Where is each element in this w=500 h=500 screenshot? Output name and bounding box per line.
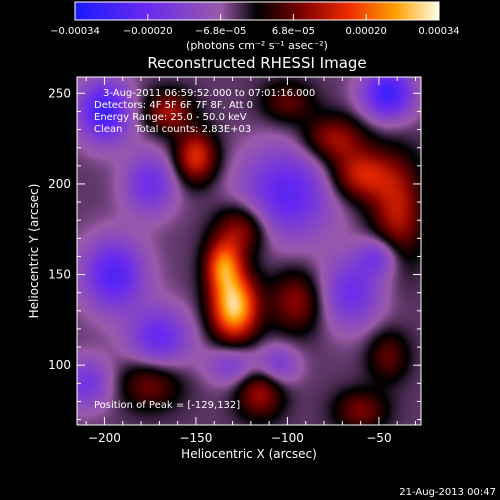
y-tick-label: 200	[48, 177, 71, 191]
x-tick-label: −200	[88, 431, 121, 445]
x-axis-label: Heliocentric X (arcsec)	[181, 447, 317, 461]
y-tick-label: 150	[48, 268, 71, 282]
colorbar-tick-label: −0.00020	[123, 26, 173, 37]
colorbar-tick-label: −0.00034	[50, 26, 100, 37]
colorbar-gradient	[74, 1, 440, 21]
chart-title: Reconstructed RHESSI Image	[147, 54, 366, 72]
heatmap-image	[77, 77, 421, 425]
y-tick-label: 100	[48, 358, 71, 372]
colorbar-unit-label: (photons cm⁻² s⁻¹ asec⁻²)	[186, 39, 328, 52]
x-tick-label: −50	[366, 431, 391, 445]
annotation-detectors: Detectors: 4F 5F 6F 7F 8F, Att 0	[94, 100, 253, 111]
plot-area: −200 −150 −100 −50 100 150 200 250	[48, 76, 422, 445]
colorbar-tick-label: 0.00034	[418, 26, 459, 37]
colorbar-tick-label: 6.8e−05	[272, 26, 315, 37]
annotation-energy-range: Energy Range: 25.0 - 50.0 keV	[94, 112, 247, 123]
x-tick-label: −150	[179, 431, 212, 445]
colorbar-ticks: −0.00034 −0.00020 −6.8e−05 6.8e−05 0.00020 0.…	[50, 14, 460, 37]
plot-frame	[76, 76, 422, 426]
colorbar-tick-label: 0.00020	[346, 26, 387, 37]
annotation-clean: Clean Total counts: 2.83E+03	[94, 124, 251, 135]
annotation-time-range: 3-Aug-2011 06:59:52.000 to 07:01:16.000	[103, 88, 315, 99]
annotation-peak: Position of Peak = [-129,132]	[94, 400, 240, 411]
axis-ticks: −200 −150 −100 −50 100 150 200 250	[48, 77, 421, 445]
footer-timestamp: 21-Aug-2013 00:47	[399, 487, 496, 498]
x-tick-label: −100	[271, 431, 304, 445]
annotations: 3-Aug-2011 06:59:52.000 to 07:01:16.000 …	[94, 88, 315, 411]
colorbar-tick-label: −6.8e−05	[195, 26, 247, 37]
colorbar: −0.00034 −0.00020 −6.8e−05 6.8e−05 0.00020 0.…	[50, 1, 460, 52]
y-axis-label: Heliocentric Y (arcsec)	[27, 184, 41, 319]
y-tick-label: 250	[48, 86, 71, 100]
